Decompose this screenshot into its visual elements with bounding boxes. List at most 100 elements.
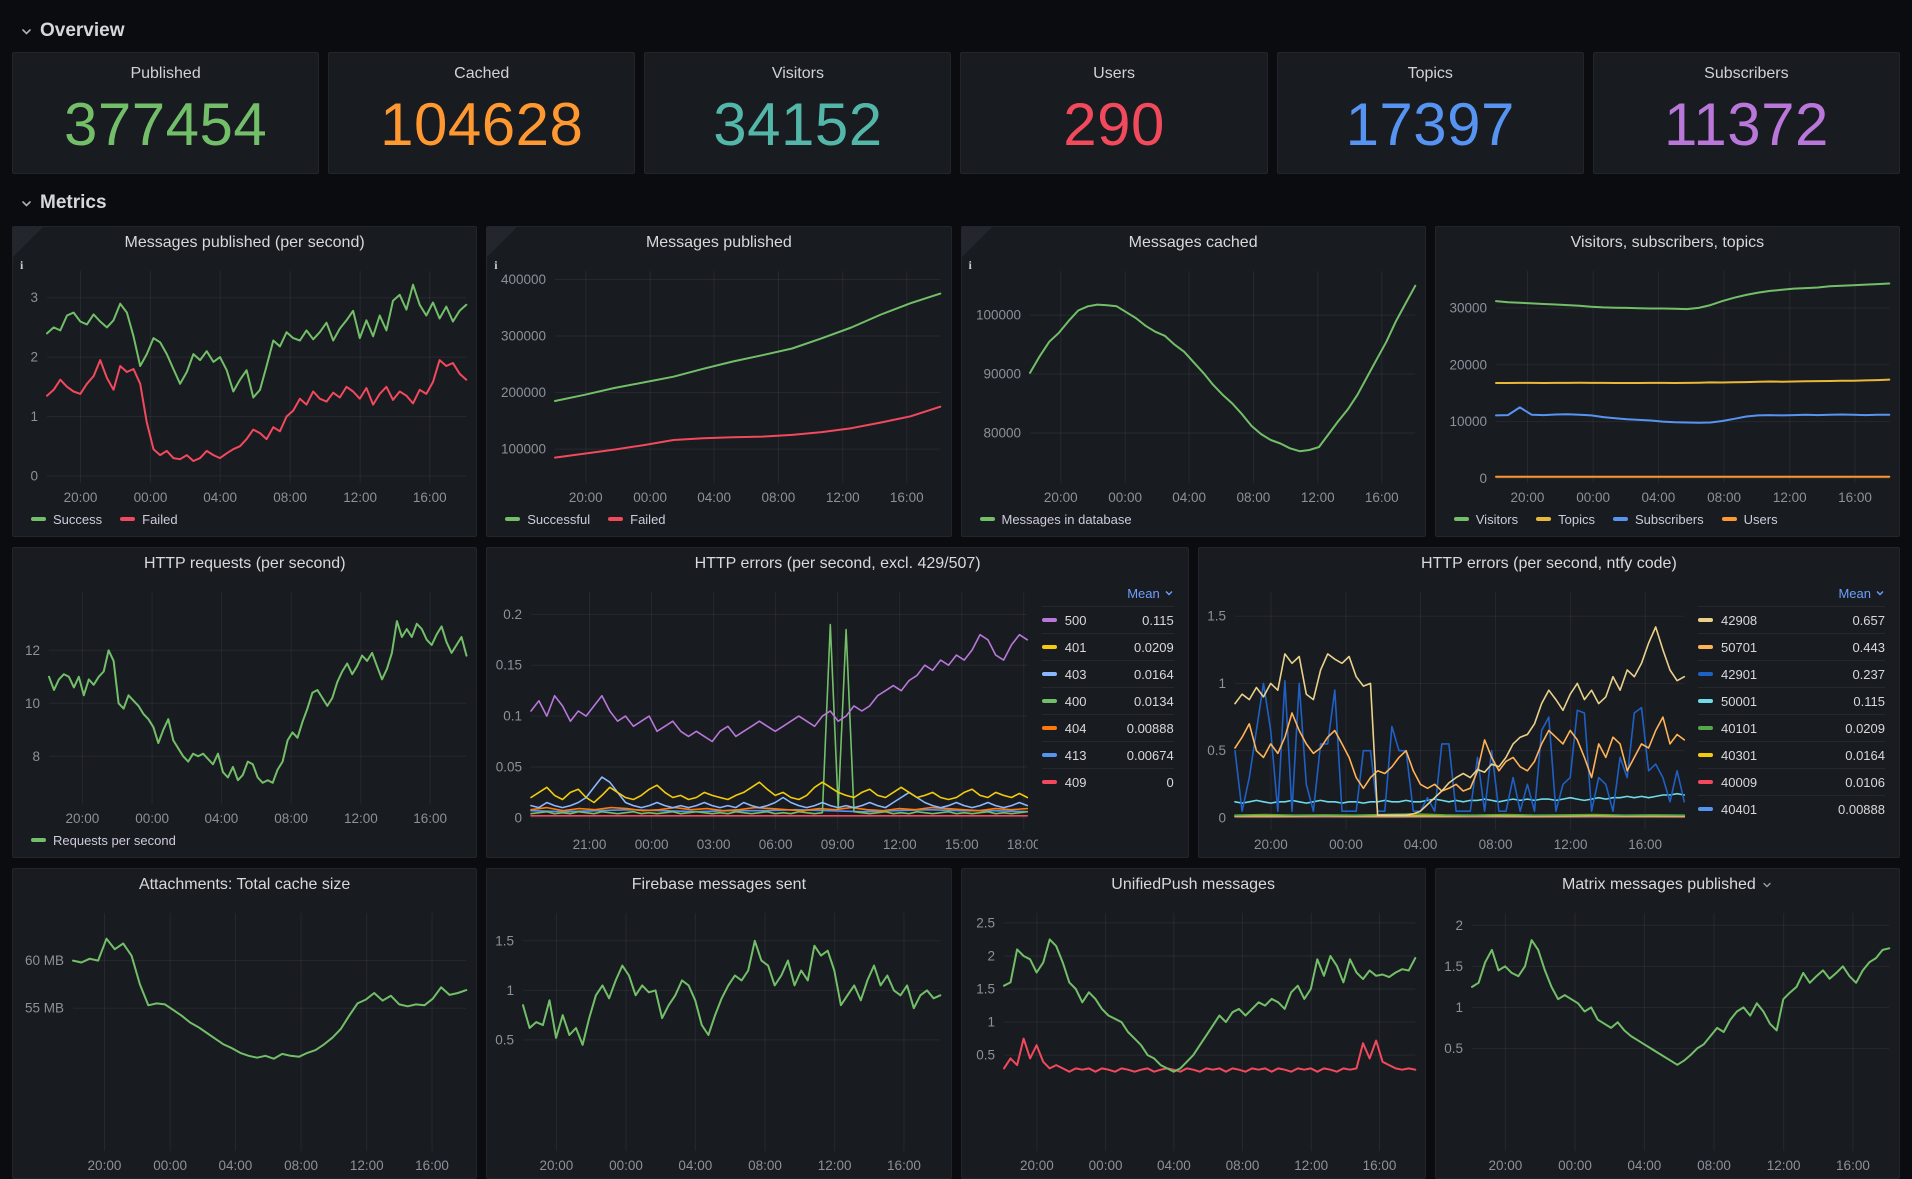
panel-header[interactable]: HTTP errors (per second, excl. 429/507)	[487, 548, 1187, 580]
svg-text:00:00: 00:00	[1576, 490, 1610, 505]
series-Requests per second	[49, 621, 467, 783]
svg-text:04:00: 04:00	[1156, 1158, 1190, 1173]
panel-menu-chevron-icon[interactable]	[1761, 879, 1773, 891]
legend-color-swatch	[1698, 780, 1713, 784]
panel-header[interactable]: Attachments: Total cache size	[13, 869, 476, 901]
legend-color-swatch	[31, 838, 46, 842]
panel-header[interactable]: Messages published	[487, 227, 950, 259]
legend-item[interactable]: Failed	[608, 512, 665, 527]
section-metrics[interactable]: Metrics	[20, 188, 1900, 218]
panel-header[interactable]: Visitors, subscribers, topics	[1436, 227, 1899, 259]
legend-label: Subscribers	[1635, 512, 1704, 527]
panel-header[interactable]: Firebase messages sent	[487, 869, 950, 901]
svg-text:09:00: 09:00	[821, 837, 855, 852]
svg-text:08:00: 08:00	[284, 1158, 318, 1173]
panel-header[interactable]: HTTP errors (per second, ntfy code)	[1199, 548, 1899, 580]
legend-item[interactable]: Users	[1722, 512, 1778, 527]
svg-text:300000: 300000	[501, 329, 546, 344]
svg-text:2: 2	[30, 350, 38, 365]
panel-header[interactable]: Matrix messages published	[1436, 869, 1899, 901]
legend-item[interactable]: Topics	[1536, 512, 1595, 527]
legend-value: 0.0209	[1845, 721, 1885, 736]
legend-label: 40301	[1721, 748, 1757, 763]
stat-title: Subscribers	[1594, 65, 1899, 83]
svg-text:00:00: 00:00	[609, 1158, 643, 1173]
svg-text:0.05: 0.05	[496, 759, 522, 774]
legend-value: 0.00888	[1838, 802, 1885, 817]
legend-sort-header[interactable]: Mean	[1698, 580, 1885, 606]
svg-text:100000: 100000	[975, 308, 1020, 323]
svg-text:12:00: 12:00	[826, 490, 860, 505]
section-overview[interactable]: Overview	[20, 16, 1900, 46]
svg-text:12:00: 12:00	[1773, 490, 1807, 505]
panel-header[interactable]: Messages cached	[962, 227, 1425, 259]
legend-color-swatch	[1042, 672, 1057, 676]
legend-item[interactable]: Requests per second	[31, 833, 176, 848]
panel-info-corner[interactable]: i	[13, 227, 43, 257]
svg-text:12:00: 12:00	[350, 1158, 384, 1173]
series-42901	[1235, 681, 1684, 812]
legend-label: Failed	[630, 512, 665, 527]
legend-item[interactable]: Subscribers	[1613, 512, 1704, 527]
panel-header[interactable]: Messages published (per second)	[13, 227, 476, 259]
series-Topics	[1496, 380, 1889, 383]
panel-info-corner[interactable]: i	[962, 227, 992, 257]
stat-panel: Users 290	[960, 52, 1267, 174]
legend-item[interactable]: Messages in database	[980, 512, 1132, 527]
legend-item[interactable]: Successful	[505, 512, 590, 527]
legend-color-swatch	[1042, 726, 1057, 730]
legend-sort-header[interactable]: Mean	[1042, 580, 1174, 606]
legend-item[interactable]: Success	[31, 512, 102, 527]
legend-label: 50701	[1721, 640, 1757, 655]
svg-text:8: 8	[32, 749, 40, 764]
svg-text:08:00: 08:00	[748, 1158, 782, 1173]
series-Messages in database	[1030, 286, 1415, 452]
svg-text:03:00: 03:00	[697, 837, 731, 852]
legend-color-swatch	[1042, 618, 1057, 622]
legend-item[interactable]: Visitors	[1454, 512, 1518, 527]
panel-header[interactable]: HTTP requests (per second)	[13, 548, 476, 580]
series-UnifiedPush messages	[1004, 939, 1415, 1071]
panel-header[interactable]: UnifiedPush messages	[962, 869, 1425, 901]
legend-item[interactable]: Failed	[120, 512, 177, 527]
panel-info-corner[interactable]: i	[487, 227, 517, 257]
legend-color-swatch	[608, 517, 623, 521]
svg-text:12:00: 12:00	[1300, 490, 1334, 505]
svg-text:00:00: 00:00	[1329, 837, 1363, 852]
svg-text:20:00: 20:00	[1488, 1158, 1522, 1173]
svg-text:00:00: 00:00	[1108, 490, 1142, 505]
stat-panel: Topics 17397	[1277, 52, 1584, 174]
